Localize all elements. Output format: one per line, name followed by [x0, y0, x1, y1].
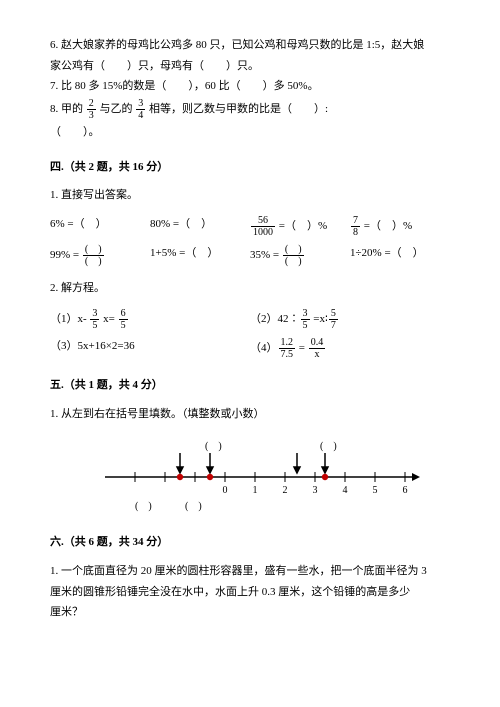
top-blank-b: ( ) — [320, 441, 337, 452]
sec4-q2: 2. 解方程。 — [50, 279, 450, 298]
e1-f2: 65 — [119, 308, 128, 331]
number-line-diagram: ( ) ( ) — [50, 437, 450, 517]
q8-mid1: 与乙的 — [100, 103, 136, 115]
e1f1d: 5 — [90, 320, 99, 331]
r2c-frac: ( ) ( ) — [283, 244, 304, 267]
question-8-line2: （ ）。 — [50, 123, 450, 142]
r1c-den: 1000 — [251, 227, 275, 238]
q8-frac1: 2 3 — [87, 98, 96, 121]
q8-f2-den: 4 — [136, 110, 145, 121]
r2-c: 35% = ( ) ( ) — [250, 244, 350, 267]
svg-text:0: 0 — [223, 485, 228, 496]
sec4-row2: 99% = ( ) ( ) 1+5% =（ ） 35% = ( ) ( ) 1÷… — [50, 244, 450, 267]
q8-f1-num: 2 — [87, 98, 96, 110]
e4f1d: 7.5 — [279, 349, 296, 360]
e2-mid: =x∶ — [311, 313, 328, 325]
r2c-num: ( ) — [283, 244, 304, 256]
question-7: 7. 比 80 多 15%的数是（ ），60 比（ ）多 50%。 — [50, 77, 450, 96]
number-line-svg: ( ) ( ) — [65, 437, 435, 517]
e1-mid: x= — [100, 313, 117, 325]
sec4-q1: 1. 直接写出答案。 — [50, 186, 450, 205]
e2f2d: 7 — [329, 320, 338, 331]
bot-blank-b: ( ) — [185, 501, 202, 512]
e4-mid: = — [296, 342, 308, 354]
eq3: （3）5x+16×2=36 — [50, 337, 250, 360]
r2a-den: ( ) — [83, 256, 104, 267]
tick-labels: 0 1 2 3 4 5 6 — [223, 485, 408, 496]
r2a-num: ( ) — [83, 244, 104, 256]
svg-text:5: 5 — [373, 485, 378, 496]
eq1: （1）x- 35 x= 65 — [50, 308, 250, 331]
r1-d: 7 8 =（ ）% — [350, 215, 450, 238]
arrow-group — [177, 453, 328, 473]
r2-b: 1+5% =（ ） — [150, 244, 250, 267]
e2-f2: 57 — [329, 308, 338, 331]
e4-f1: 1.27.5 — [279, 337, 296, 360]
e1f2n: 6 — [119, 308, 128, 320]
section-6-title: 六.（共 6 题，共 34 分） — [50, 533, 450, 552]
r1-a: 6% =（ ） — [50, 215, 150, 238]
r1-c-frac: 56 1000 — [251, 215, 275, 238]
section-5-title: 五.（共 1 题，共 4 分） — [50, 376, 450, 395]
e1-pre: （1）x- — [50, 313, 89, 325]
axis-arrowhead — [412, 473, 420, 481]
svg-text:6: 6 — [403, 485, 408, 496]
bot-blank-a: ( ) — [135, 501, 152, 512]
r1-c: 56 1000 =（ ）% — [250, 215, 350, 238]
question-6-line1: 6. 赵大娘家养的母鸡比公鸡多 80 只，已知公鸡和母鸡只数的比是 1:5，赵大… — [50, 36, 450, 55]
e2f1d: 5 — [301, 320, 310, 331]
r1c-num: 56 — [251, 215, 275, 227]
e1-f1: 35 — [90, 308, 99, 331]
sec6-q1-l3: 厘米？ — [50, 603, 450, 622]
e4-pre: （4） — [250, 342, 278, 354]
e4f2n: 0.4 — [309, 337, 326, 349]
sec4-eqrow2: （3）5x+16×2=36 （4）1.27.5 = 0.4x — [50, 337, 450, 360]
r2-a: 99% = ( ) ( ) — [50, 244, 150, 267]
e2-f1: 35 — [301, 308, 310, 331]
e2f2n: 5 — [329, 308, 338, 320]
e2-pre: （2）42∶ — [250, 313, 300, 325]
svg-text:2: 2 — [283, 485, 288, 496]
e4f1n: 1.2 — [279, 337, 296, 349]
r1c-post: =（ ）% — [276, 220, 327, 232]
q8-mid2: 相等，则乙数与甲数的比是（ ）: — [149, 103, 328, 115]
r2-d: 1÷20% =（ ） — [350, 244, 450, 267]
e1f2d: 5 — [119, 320, 128, 331]
svg-text:3: 3 — [313, 485, 318, 496]
r2c-pre: 35% = — [250, 249, 282, 261]
r1-b: 80% =（ ） — [150, 215, 250, 238]
sec4-eqrow1: （1）x- 35 x= 65 （2）42∶35 =x∶57 — [50, 308, 450, 331]
top-blank-a: ( ) — [205, 441, 222, 452]
eq2: （2）42∶35 =x∶57 — [250, 308, 450, 331]
sec6-q1-l2: 厘米的圆锥形铅锤完全没在水中，水面上升 0.3 厘米，这个铅锤的高是多少 — [50, 583, 450, 602]
q8-pre: 8. 甲的 — [50, 103, 86, 115]
e1f1n: 3 — [90, 308, 99, 320]
r1-d-frac: 7 8 — [351, 215, 360, 238]
q8-frac2: 3 4 — [136, 98, 145, 121]
r2a-pre: 99% = — [50, 249, 82, 261]
r2a-frac: ( ) ( ) — [83, 244, 104, 267]
section-4-title: 四.（共 2 题，共 16 分） — [50, 158, 450, 177]
svg-text:1: 1 — [253, 485, 258, 496]
r2c-den: ( ) — [283, 256, 304, 267]
sec6-q1-l1: 1. 一个底面直径为 20 厘米的圆柱形容器里，盛有一些水，把一个底面半径为 3 — [50, 562, 450, 581]
q8-f1-den: 3 — [87, 110, 96, 121]
e4-f2: 0.4x — [309, 337, 326, 360]
r1d-post: =（ ）% — [361, 220, 412, 232]
svg-text:4: 4 — [343, 485, 348, 496]
r1d-den: 8 — [351, 227, 360, 238]
question-6-line2: 家公鸡有（ ）只，母鸡有（ ）只。 — [50, 57, 450, 76]
sec4-row1: 6% =（ ） 80% =（ ） 56 1000 =（ ）% 7 8 =（ ）% — [50, 215, 450, 238]
r1d-num: 7 — [351, 215, 360, 227]
e2f1n: 3 — [301, 308, 310, 320]
sec5-q1: 1. 从左到右在括号里填数。（填整数或小数） — [50, 405, 450, 424]
e4f2d: x — [309, 349, 326, 360]
question-8-line1: 8. 甲的 2 3 与乙的 3 4 相等，则乙数与甲数的比是（ ）: — [50, 98, 450, 121]
q8-f2-num: 3 — [136, 98, 145, 110]
eq4: （4）1.27.5 = 0.4x — [250, 337, 450, 360]
